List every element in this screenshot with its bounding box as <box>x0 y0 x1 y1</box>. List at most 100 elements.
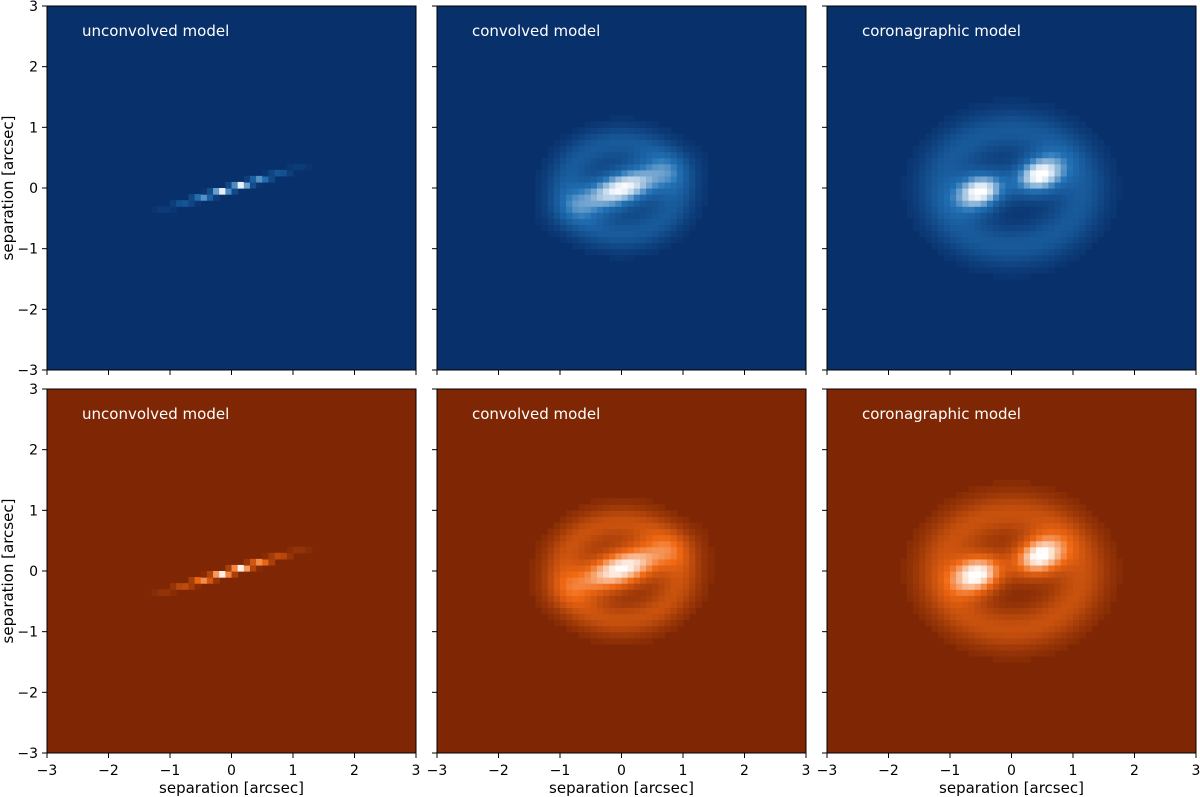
heatmap-pixel <box>1079 558 1086 566</box>
heatmap-pixel <box>633 589 641 596</box>
heatmap-pixel <box>243 564 251 572</box>
heatmap-pixel <box>1054 163 1062 171</box>
heatmap-pixel <box>937 181 945 189</box>
heatmap-pixel <box>1085 163 1093 171</box>
heatmap-pixel <box>553 175 561 183</box>
heatmap-pixel <box>962 194 970 201</box>
heatmap-pixel <box>1103 595 1111 602</box>
heatmap-pixel <box>676 151 684 159</box>
heatmap-pixel <box>578 583 586 590</box>
heatmap-pixel <box>931 224 939 232</box>
heatmap-pixel <box>980 169 988 177</box>
heatmap-pixel <box>639 607 647 615</box>
heatmap-pixel <box>1011 589 1019 596</box>
heatmap-pixel <box>999 595 1006 602</box>
heatmap-pixel <box>633 145 641 153</box>
heatmap-pixel <box>1048 151 1056 159</box>
heatmap-pixel <box>621 230 629 238</box>
heatmap-pixel <box>596 212 604 219</box>
heatmap-pixel <box>1085 224 1093 232</box>
heatmap-pixel <box>1073 139 1080 147</box>
heatmap-pixel <box>913 577 920 584</box>
heatmap-pixel <box>627 127 635 134</box>
heatmap-pixel <box>1066 625 1074 633</box>
heatmap-pixel <box>1066 613 1074 621</box>
heatmap-pixel <box>999 619 1006 627</box>
heatmap-pixel <box>999 145 1006 153</box>
heatmap-pixel <box>646 613 653 621</box>
heatmap-pixel <box>1079 157 1086 165</box>
heatmap-pixel <box>1017 194 1025 201</box>
heatmap-pixel <box>1036 121 1043 128</box>
heatmap-pixel <box>1005 181 1013 189</box>
heatmap-pixel <box>968 109 976 116</box>
heatmap-pixel <box>578 589 586 596</box>
heatmap-pixel <box>541 224 549 232</box>
heatmap-pixel <box>658 145 666 153</box>
heatmap-pixel <box>535 212 543 219</box>
heatmap-pixel <box>1029 534 1037 542</box>
heatmap-pixel <box>1085 577 1093 584</box>
heatmap-pixel <box>1005 218 1013 225</box>
heatmap-pixel <box>950 564 957 572</box>
heatmap-pixel <box>584 558 592 566</box>
heatmap-pixel <box>980 194 988 201</box>
heatmap-pixel <box>615 595 623 602</box>
heatmap-pixel <box>689 534 696 542</box>
heatmap-pixel <box>1054 637 1062 645</box>
heatmap-pixel <box>986 595 994 602</box>
heatmap-pixel <box>1005 242 1013 250</box>
heatmap-pixel <box>1103 224 1111 232</box>
heatmap-pixel <box>1091 163 1099 171</box>
heatmap-pixel <box>950 175 957 183</box>
heatmap-pixel <box>560 601 567 608</box>
heatmap-pixel <box>566 601 573 608</box>
heatmap-pixel <box>615 631 623 639</box>
heatmap-pixel <box>658 169 666 177</box>
heatmap-pixel <box>986 127 994 134</box>
heatmap-pixel <box>1079 546 1086 554</box>
heatmap-pixel <box>980 516 988 524</box>
heatmap-pixel <box>1048 254 1056 262</box>
heatmap-pixel <box>1085 242 1093 250</box>
heatmap-pixel <box>268 169 276 177</box>
heatmap-pixel <box>621 595 629 602</box>
heatmap-pixel <box>1005 115 1013 122</box>
heatmap-pixel <box>993 522 1000 530</box>
heatmap-pixel <box>603 534 610 542</box>
heatmap-pixel <box>615 151 623 159</box>
heatmap-pixel <box>596 577 604 584</box>
heatmap-pixel <box>541 546 549 554</box>
heatmap-pixel <box>695 577 703 584</box>
heatmap-pixel <box>980 188 988 195</box>
heatmap-pixel <box>547 595 555 602</box>
heatmap-pixel <box>1048 625 1056 633</box>
heatmap-pixel <box>615 564 623 572</box>
heatmap-pixel <box>1042 109 1049 116</box>
heatmap-pixel <box>689 224 696 232</box>
heatmap-pixel <box>1017 145 1025 153</box>
heatmap-pixel <box>603 242 610 250</box>
heatmap-pixel <box>1085 151 1093 159</box>
heatmap-pixel <box>621 248 629 256</box>
heatmap-pixel <box>566 230 573 238</box>
heatmap-pixel <box>584 230 592 238</box>
heatmap-pixel <box>968 595 976 602</box>
heatmap-pixel <box>695 163 703 171</box>
heatmap-pixel <box>1048 510 1056 517</box>
heatmap-pixel <box>950 534 957 542</box>
heatmap-pixel <box>584 589 592 596</box>
heatmap-pixel <box>1079 121 1086 128</box>
heatmap-pixel <box>925 175 933 183</box>
heatmap-pixel <box>1023 510 1031 517</box>
heatmap-pixel <box>962 492 970 499</box>
heatmap-pixel <box>1042 248 1049 256</box>
heatmap-pixel <box>701 163 709 171</box>
heatmap-pixel <box>639 577 647 584</box>
heatmap-pixel <box>1017 181 1025 189</box>
heatmap-pixel <box>913 163 920 171</box>
heatmap-pixel <box>974 540 982 548</box>
heatmap-pixel <box>937 571 945 578</box>
heatmap-pixel <box>1085 133 1093 141</box>
heatmap-pixel <box>615 115 623 122</box>
